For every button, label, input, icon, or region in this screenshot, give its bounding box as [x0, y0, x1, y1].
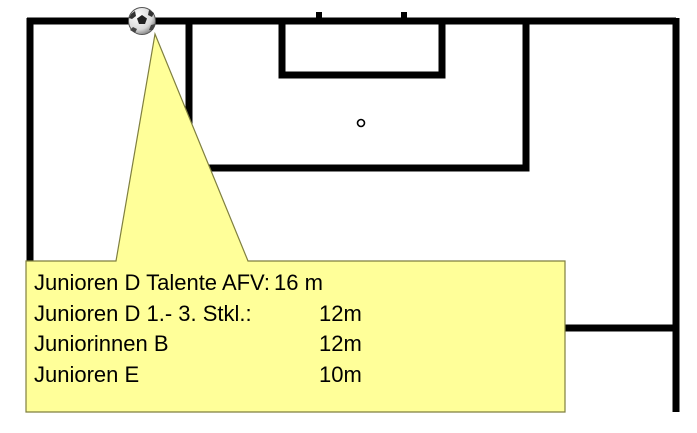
goal-post-left — [316, 12, 322, 21]
soccer-ball-icon — [128, 7, 156, 35]
row-value: 12m — [319, 331, 362, 356]
callout-row: Junioren D 1.- 3. Stkl.: 12m — [34, 299, 554, 330]
callout-text: Junioren D Talente AFV: 16 m Junioren D … — [34, 268, 554, 390]
row-value: 12m — [319, 300, 362, 326]
callout-row: Junioren D Talente AFV: 16 m — [34, 268, 554, 299]
row-label: Junioren E — [34, 361, 140, 387]
callout-bubble — [25, 31, 566, 413]
row-label: Juniorinnen B — [34, 331, 169, 356]
goal-area — [278, 21, 446, 79]
penalty-spot — [356, 118, 366, 128]
field-lines — [26, 17, 680, 412]
callout-row: Junioren E 10m — [34, 360, 554, 391]
goal-post-right — [401, 12, 407, 21]
row-value: 10m — [319, 361, 362, 387]
row-value: 16 m — [274, 270, 323, 295]
penalty-area — [185, 21, 530, 172]
row-label: Junioren D Talente AFV: — [34, 270, 271, 295]
callout-row: Juniorinnen B 12m — [34, 329, 554, 360]
row-label: Junioren D 1.- 3. Stkl.: — [34, 300, 252, 326]
